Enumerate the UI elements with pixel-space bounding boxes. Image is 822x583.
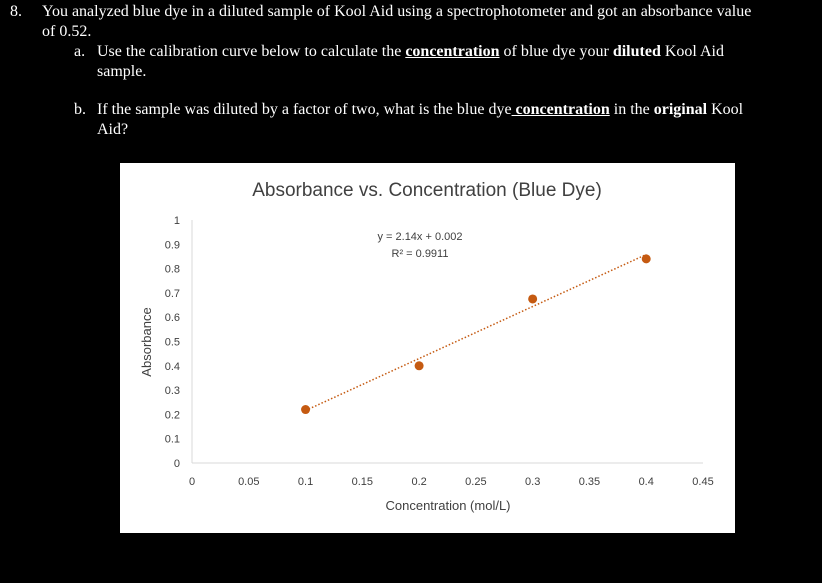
- y-tick-label: 0.3: [165, 385, 180, 397]
- y-tick-label: 0.9: [165, 239, 180, 251]
- part-b-post: Kool: [707, 101, 744, 118]
- question-number: 8.: [10, 3, 22, 20]
- data-point: [301, 405, 311, 415]
- part-a-label: a.: [74, 43, 86, 60]
- x-tick-label: 0: [189, 476, 195, 488]
- part-a-post: Kool Aid: [660, 43, 724, 60]
- x-tick-label: 0.35: [579, 476, 600, 488]
- y-tick-label: 0.5: [165, 337, 180, 349]
- part-b-mid: in the: [609, 101, 654, 118]
- part-a-text: Use the calibration curve below to calcu…: [97, 42, 724, 62]
- y-tick-label: 0.8: [165, 264, 180, 276]
- x-tick-label: 0.05: [238, 476, 259, 488]
- data-point: [414, 361, 424, 371]
- calibration-chart: Absorbance vs. Concentration (Blue Dye) …: [120, 163, 735, 533]
- part-b-pre: If the sample was diluted by a factor of…: [97, 101, 512, 118]
- data-point: [528, 294, 538, 304]
- part-b-label: b.: [74, 101, 86, 118]
- part-a-pre: Use the calibration curve below to calcu…: [97, 43, 406, 60]
- x-tick-label: 0.1: [298, 476, 313, 488]
- y-axis-label: Absorbance: [139, 307, 154, 376]
- part-b-original: original: [653, 101, 708, 118]
- y-tick-label: 0.6: [165, 312, 180, 324]
- y-tick-label: 0: [174, 458, 180, 470]
- chart-title: Absorbance vs. Concentration (Blue Dye): [252, 180, 602, 201]
- x-tick-label: 0.3: [525, 476, 540, 488]
- question-text-line1: You analyzed blue dye in a diluted sampl…: [42, 3, 752, 20]
- part-b-concentration: concentration: [511, 101, 610, 118]
- data-point: [641, 254, 651, 264]
- y-tick-label: 0.4: [165, 361, 180, 373]
- trendline-equation: y = 2.14x + 0.002: [377, 231, 462, 243]
- x-tick-label: 0.45: [692, 476, 713, 488]
- x-tick-label: 0.2: [411, 476, 426, 488]
- part-b-line2: Aid?: [97, 121, 129, 138]
- trendline: [305, 253, 647, 412]
- trendline-r2: R² = 0.9911: [392, 248, 449, 260]
- y-tick-label: 0.2: [165, 409, 180, 421]
- x-axis-label: Concentration (mol/L): [386, 498, 511, 513]
- y-tick-label: 0.1: [165, 434, 180, 446]
- y-tick-label: 1: [174, 215, 180, 227]
- part-b-text: If the sample was diluted by a factor of…: [97, 100, 743, 120]
- x-tick-label: 0.15: [352, 476, 373, 488]
- question-text-line2: of 0.52.: [42, 23, 92, 40]
- y-tick-label: 0.7: [165, 288, 180, 300]
- x-tick-label: 0.25: [465, 476, 486, 488]
- part-a-concentration: concentration: [405, 43, 500, 60]
- part-a-line2: sample.: [97, 63, 147, 80]
- part-a-diluted: diluted: [612, 43, 661, 60]
- part-a-mid: of blue dye your: [499, 43, 613, 60]
- x-tick-label: 0.4: [639, 476, 654, 488]
- chart-svg: Absorbance vs. Concentration (Blue Dye) …: [139, 180, 714, 513]
